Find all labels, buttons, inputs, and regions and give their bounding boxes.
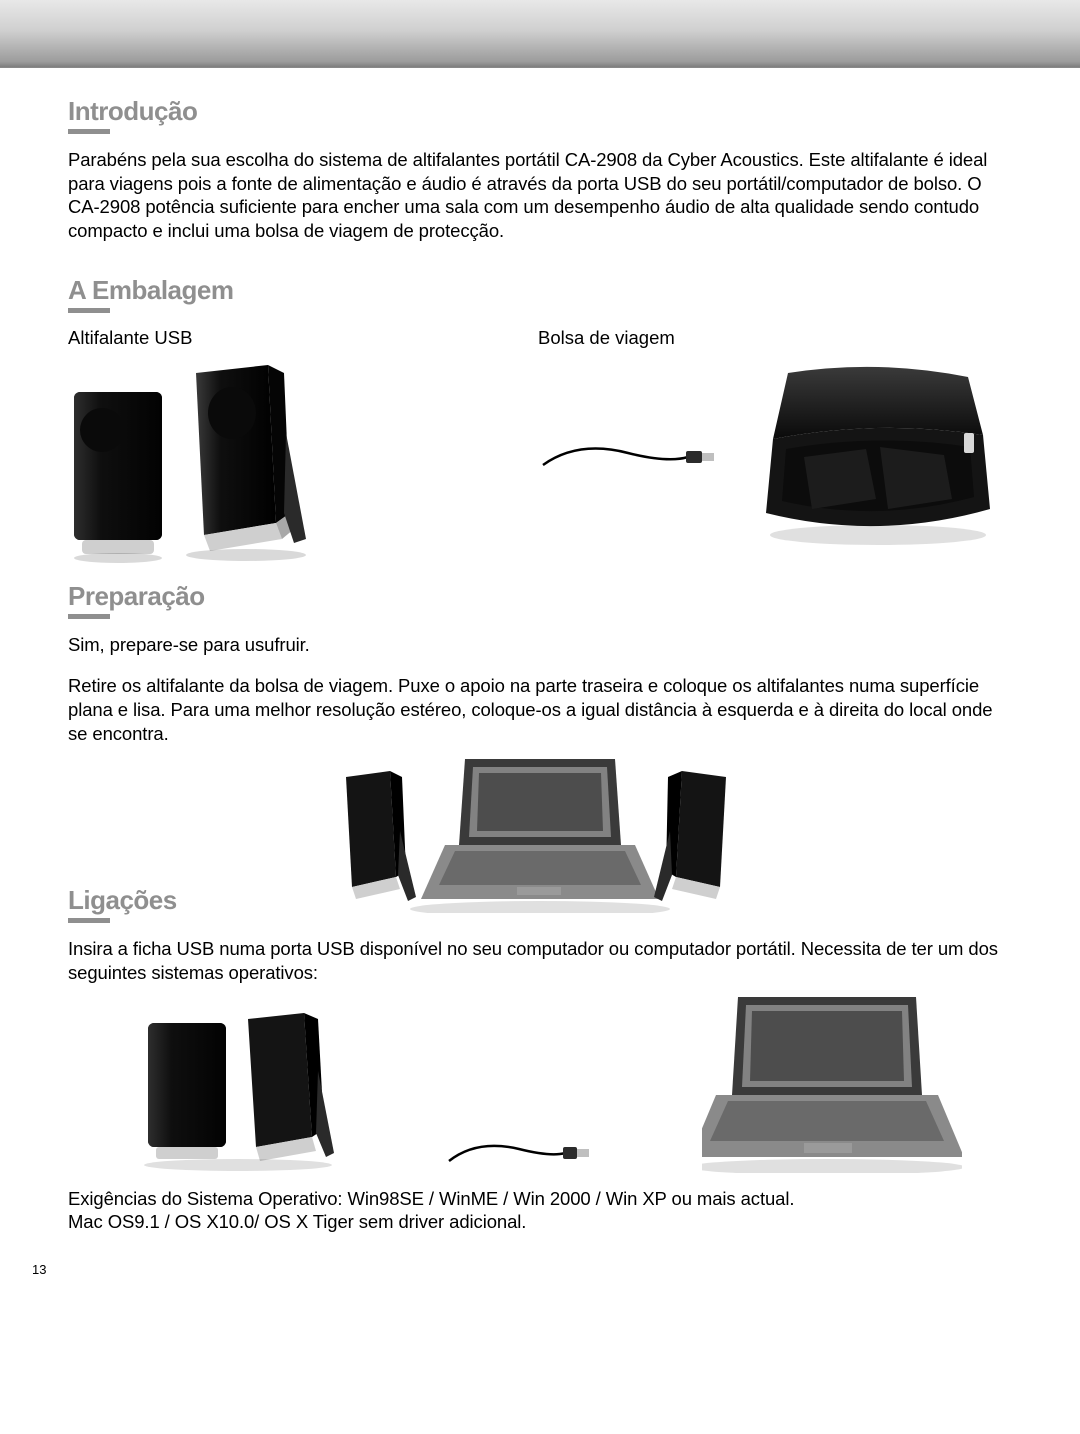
speaker-pair-icon: [138, 1013, 338, 1173]
package-row: Altifalante USB: [68, 327, 1012, 563]
section-title-embalagem: A Embalagem: [68, 275, 1012, 306]
ligacoes-body: Insira a ficha USB numa porta USB dispon…: [68, 937, 1012, 984]
travel-bag-icon: [758, 363, 998, 548]
laptop-icon: [702, 993, 962, 1173]
speaker-pair-illustration: [68, 363, 538, 563]
ligacoes-illustration-row: [138, 993, 962, 1173]
ligacoes-req2: Mac OS9.1 / OS X10.0/ OS X Tiger sem dri…: [68, 1210, 1012, 1234]
laptop-speakers-illustration: [330, 753, 750, 913]
usb-cable-icon: [538, 435, 718, 475]
label-usb-speaker: Altifalante USB: [68, 327, 538, 349]
section-title-introducao: Introdução: [68, 96, 1012, 127]
ligacoes-req1: Exigências do Sistema Operativo: Win98SE…: [68, 1187, 1012, 1211]
title-underline: [68, 614, 110, 619]
title-underline: [68, 129, 110, 134]
title-underline: [68, 308, 110, 313]
page-content: Introdução Parabéns pela sua escolha do …: [0, 68, 1080, 1297]
speaker-angled-icon: [176, 363, 316, 563]
title-underline: [68, 918, 110, 923]
speaker-front-icon: [68, 388, 168, 563]
introducao-body: Parabéns pela sua escolha do sistema de …: [68, 148, 1012, 243]
page-number: 13: [32, 1262, 1012, 1277]
preparacao-body: Retire os altifalante da bolsa de viagem…: [68, 674, 1012, 745]
usb-cable-icon: [445, 1133, 595, 1173]
document-header-bar: [0, 0, 1080, 68]
label-travel-bag: Bolsa de viagem: [538, 327, 1012, 349]
preparacao-line1: Sim, prepare-se para usufruir.: [68, 633, 1012, 657]
section-title-preparacao: Preparação: [68, 581, 1012, 612]
